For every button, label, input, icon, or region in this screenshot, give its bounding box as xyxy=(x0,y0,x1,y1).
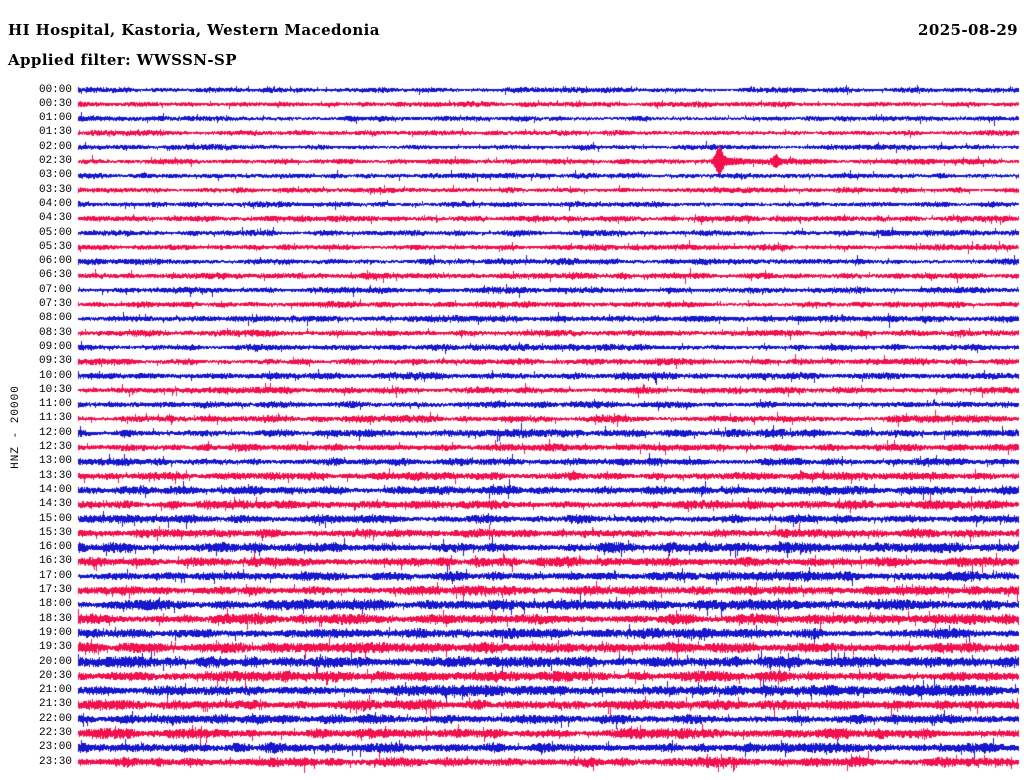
row-time-label: 18:30 xyxy=(38,612,72,625)
row-time-label: 23:00 xyxy=(38,741,72,754)
row-time-label: 17:00 xyxy=(38,569,72,582)
applied-filter-label: Applied filter: WWSSN-SP xyxy=(8,51,237,69)
row-time-label: 20:30 xyxy=(38,669,72,682)
row-time-label: 02:00 xyxy=(38,140,72,153)
row-time-label: 15:30 xyxy=(38,526,72,539)
row-time-label: 16:00 xyxy=(38,541,72,554)
row-time-label: 13:00 xyxy=(38,455,72,468)
row-time-label: 16:30 xyxy=(38,555,72,568)
row-time-label: 09:30 xyxy=(38,355,72,368)
row-time-label: 08:30 xyxy=(38,326,72,339)
row-time-label: 19:30 xyxy=(38,641,72,654)
row-time-label: 12:00 xyxy=(38,426,72,439)
row-time-label: 05:30 xyxy=(38,240,72,253)
row-time-label: 20:00 xyxy=(38,655,72,668)
row-time-label: 22:30 xyxy=(38,727,72,739)
row-time-label: 08:00 xyxy=(38,312,72,325)
row-time-label: 04:30 xyxy=(38,212,72,225)
row-time-label: 12:30 xyxy=(38,441,72,453)
row-time-label: 00:30 xyxy=(38,97,72,110)
row-time-label: 14:30 xyxy=(38,498,72,511)
row-time-label: 01:30 xyxy=(38,126,72,139)
row-time-label: 18:00 xyxy=(38,598,72,611)
row-time-label: 13:30 xyxy=(38,469,72,482)
row-time-label: 15:00 xyxy=(38,512,72,525)
row-time-label: 05:00 xyxy=(38,226,72,239)
row-time-label: 09:00 xyxy=(38,340,72,353)
row-time-label: 01:00 xyxy=(38,112,72,125)
row-time-label: 21:00 xyxy=(38,684,72,697)
row-time-label: 14:00 xyxy=(38,483,72,496)
station-title: HI Hospital, Kastoria, Western Macedonia xyxy=(8,21,380,39)
row-time-label: 03:30 xyxy=(38,183,72,196)
plot-date: 2025-08-29 xyxy=(918,21,1018,39)
row-time-label: 19:00 xyxy=(38,626,72,639)
row-time-label: 17:30 xyxy=(38,584,72,596)
row-time-label: 04:00 xyxy=(38,197,72,210)
row-time-label: 10:30 xyxy=(38,383,72,396)
row-time-label: 07:30 xyxy=(38,298,72,310)
row-time-label: 02:30 xyxy=(38,155,72,167)
row-time-label: 00:00 xyxy=(38,83,72,96)
row-time-label: 23:30 xyxy=(38,755,72,768)
row-time-label: 03:00 xyxy=(38,169,72,182)
row-time-label: 11:30 xyxy=(38,412,72,425)
row-time-label: 21:30 xyxy=(38,698,72,711)
row-time-label: 10:00 xyxy=(38,369,72,382)
row-time-label: 06:00 xyxy=(38,255,72,268)
row-time-label: 07:00 xyxy=(38,283,72,296)
row-time-label: 22:00 xyxy=(38,712,72,725)
row-time-label: 06:30 xyxy=(38,269,72,282)
row-time-label: 11:00 xyxy=(38,398,72,411)
